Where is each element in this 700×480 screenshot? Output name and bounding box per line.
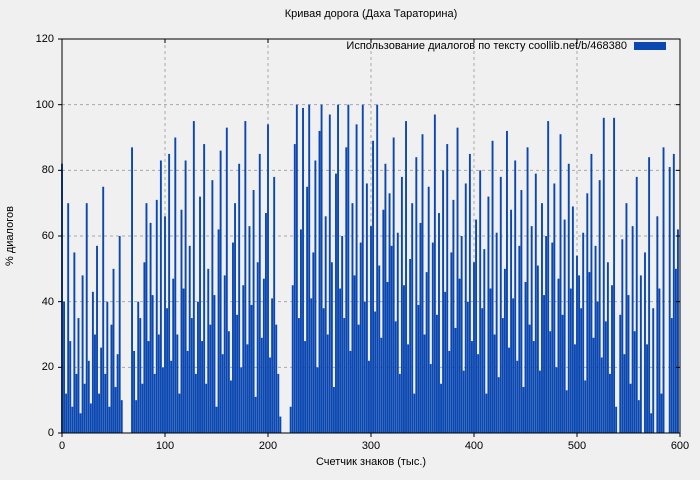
x-tick-label: 500 <box>567 440 587 452</box>
x-tick-label: 0 <box>58 440 66 452</box>
y-tick-label: 40 <box>41 295 54 308</box>
y-tick-label: 20 <box>41 361 54 374</box>
y-tick-label: 120 <box>35 33 54 45</box>
chart-title: Кривая дорога (Даха Тараторина) <box>284 8 458 20</box>
x-tick-label: 200 <box>258 440 278 452</box>
y-tick-label: 80 <box>41 164 54 177</box>
y-tick-label: 60 <box>41 230 54 242</box>
y-tick-label: 0 <box>47 427 54 439</box>
legend-label: Использование диалогов по тексту coollib… <box>346 40 627 52</box>
y-tick-label: 100 <box>35 98 54 111</box>
y-axis-label: % диалогов <box>4 206 16 266</box>
legend: Использование диалогов по тексту coollib… <box>346 40 666 52</box>
x-tick-label: 300 <box>361 440 381 452</box>
x-tick-label: 600 <box>670 440 690 452</box>
bars-group <box>61 104 679 434</box>
x-axis-label: Счетчик знаков (тыс.) <box>315 456 427 468</box>
legend-swatch <box>634 42 666 50</box>
x-tick-label: 100 <box>155 440 175 452</box>
x-tick-label: 400 <box>464 440 484 452</box>
